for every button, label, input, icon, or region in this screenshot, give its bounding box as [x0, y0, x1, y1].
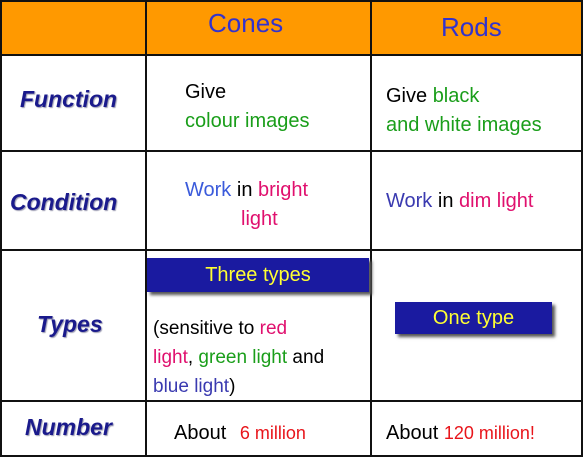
header-rods: Rods: [441, 12, 502, 42]
row-label-function: Function: [20, 86, 118, 112]
note-close-paren: ): [229, 376, 236, 397]
rods-function-give: Give: [386, 85, 433, 107]
divider: [0, 150, 583, 152]
divider: [0, 0, 583, 2]
row-label-types: Types: [37, 311, 103, 337]
row-label-condition: Condition: [10, 189, 118, 215]
divider: [145, 0, 147, 457]
cones-condition-text: Work in bright light: [185, 176, 308, 234]
three-types-badge: Three types: [147, 258, 369, 292]
note-and: and: [287, 347, 325, 368]
cones-function-line2: colour images: [185, 110, 310, 132]
cones-function-text: Give colour images: [185, 78, 310, 136]
rods-condition-work: Work: [386, 190, 433, 212]
cones-condition-light: light: [241, 208, 278, 230]
cones-function-line1: Give: [185, 81, 227, 103]
divider: [581, 0, 583, 457]
divider: [0, 455, 583, 457]
cones-types-note: (sensitive to red light, green light and…: [153, 314, 324, 401]
note-blue-light: blue light: [153, 376, 230, 397]
note-sensitive: (sensitive to: [153, 318, 260, 339]
rods-condition-text: Work in dim light: [386, 187, 533, 216]
header-row: [0, 0, 583, 55]
divider: [0, 249, 583, 251]
cones-condition-in: in: [231, 179, 258, 201]
rods-condition-dim: dim light: [459, 190, 534, 212]
note-red: red: [259, 318, 288, 339]
one-type-badge: One type: [395, 302, 552, 334]
divider: [370, 0, 372, 457]
rods-function-black: black: [432, 85, 480, 107]
cones-condition-work: Work: [185, 179, 232, 201]
rods-function-text: Give black and white images: [386, 82, 542, 140]
divider: [0, 400, 583, 402]
cones-number-about: About: [174, 422, 227, 444]
note-light: light: [153, 347, 188, 368]
rods-condition-in: in: [432, 190, 459, 212]
row-label-number: Number: [25, 414, 112, 440]
divider: [0, 54, 583, 56]
rods-number-value: 120 million!: [443, 423, 535, 443]
note-comma: ,: [187, 347, 199, 368]
rods-function-line2: and white images: [386, 114, 542, 136]
rods-number-about: About: [386, 422, 444, 444]
note-green-light: green light: [198, 347, 288, 368]
cones-condition-bright: bright: [258, 179, 309, 201]
header-cones: Cones: [208, 8, 284, 38]
cones-number-text: About 6 million: [174, 419, 306, 448]
cones-number-value: 6 million: [239, 423, 306, 443]
rods-number-text: About 120 million!: [386, 419, 535, 448]
divider: [0, 0, 2, 457]
